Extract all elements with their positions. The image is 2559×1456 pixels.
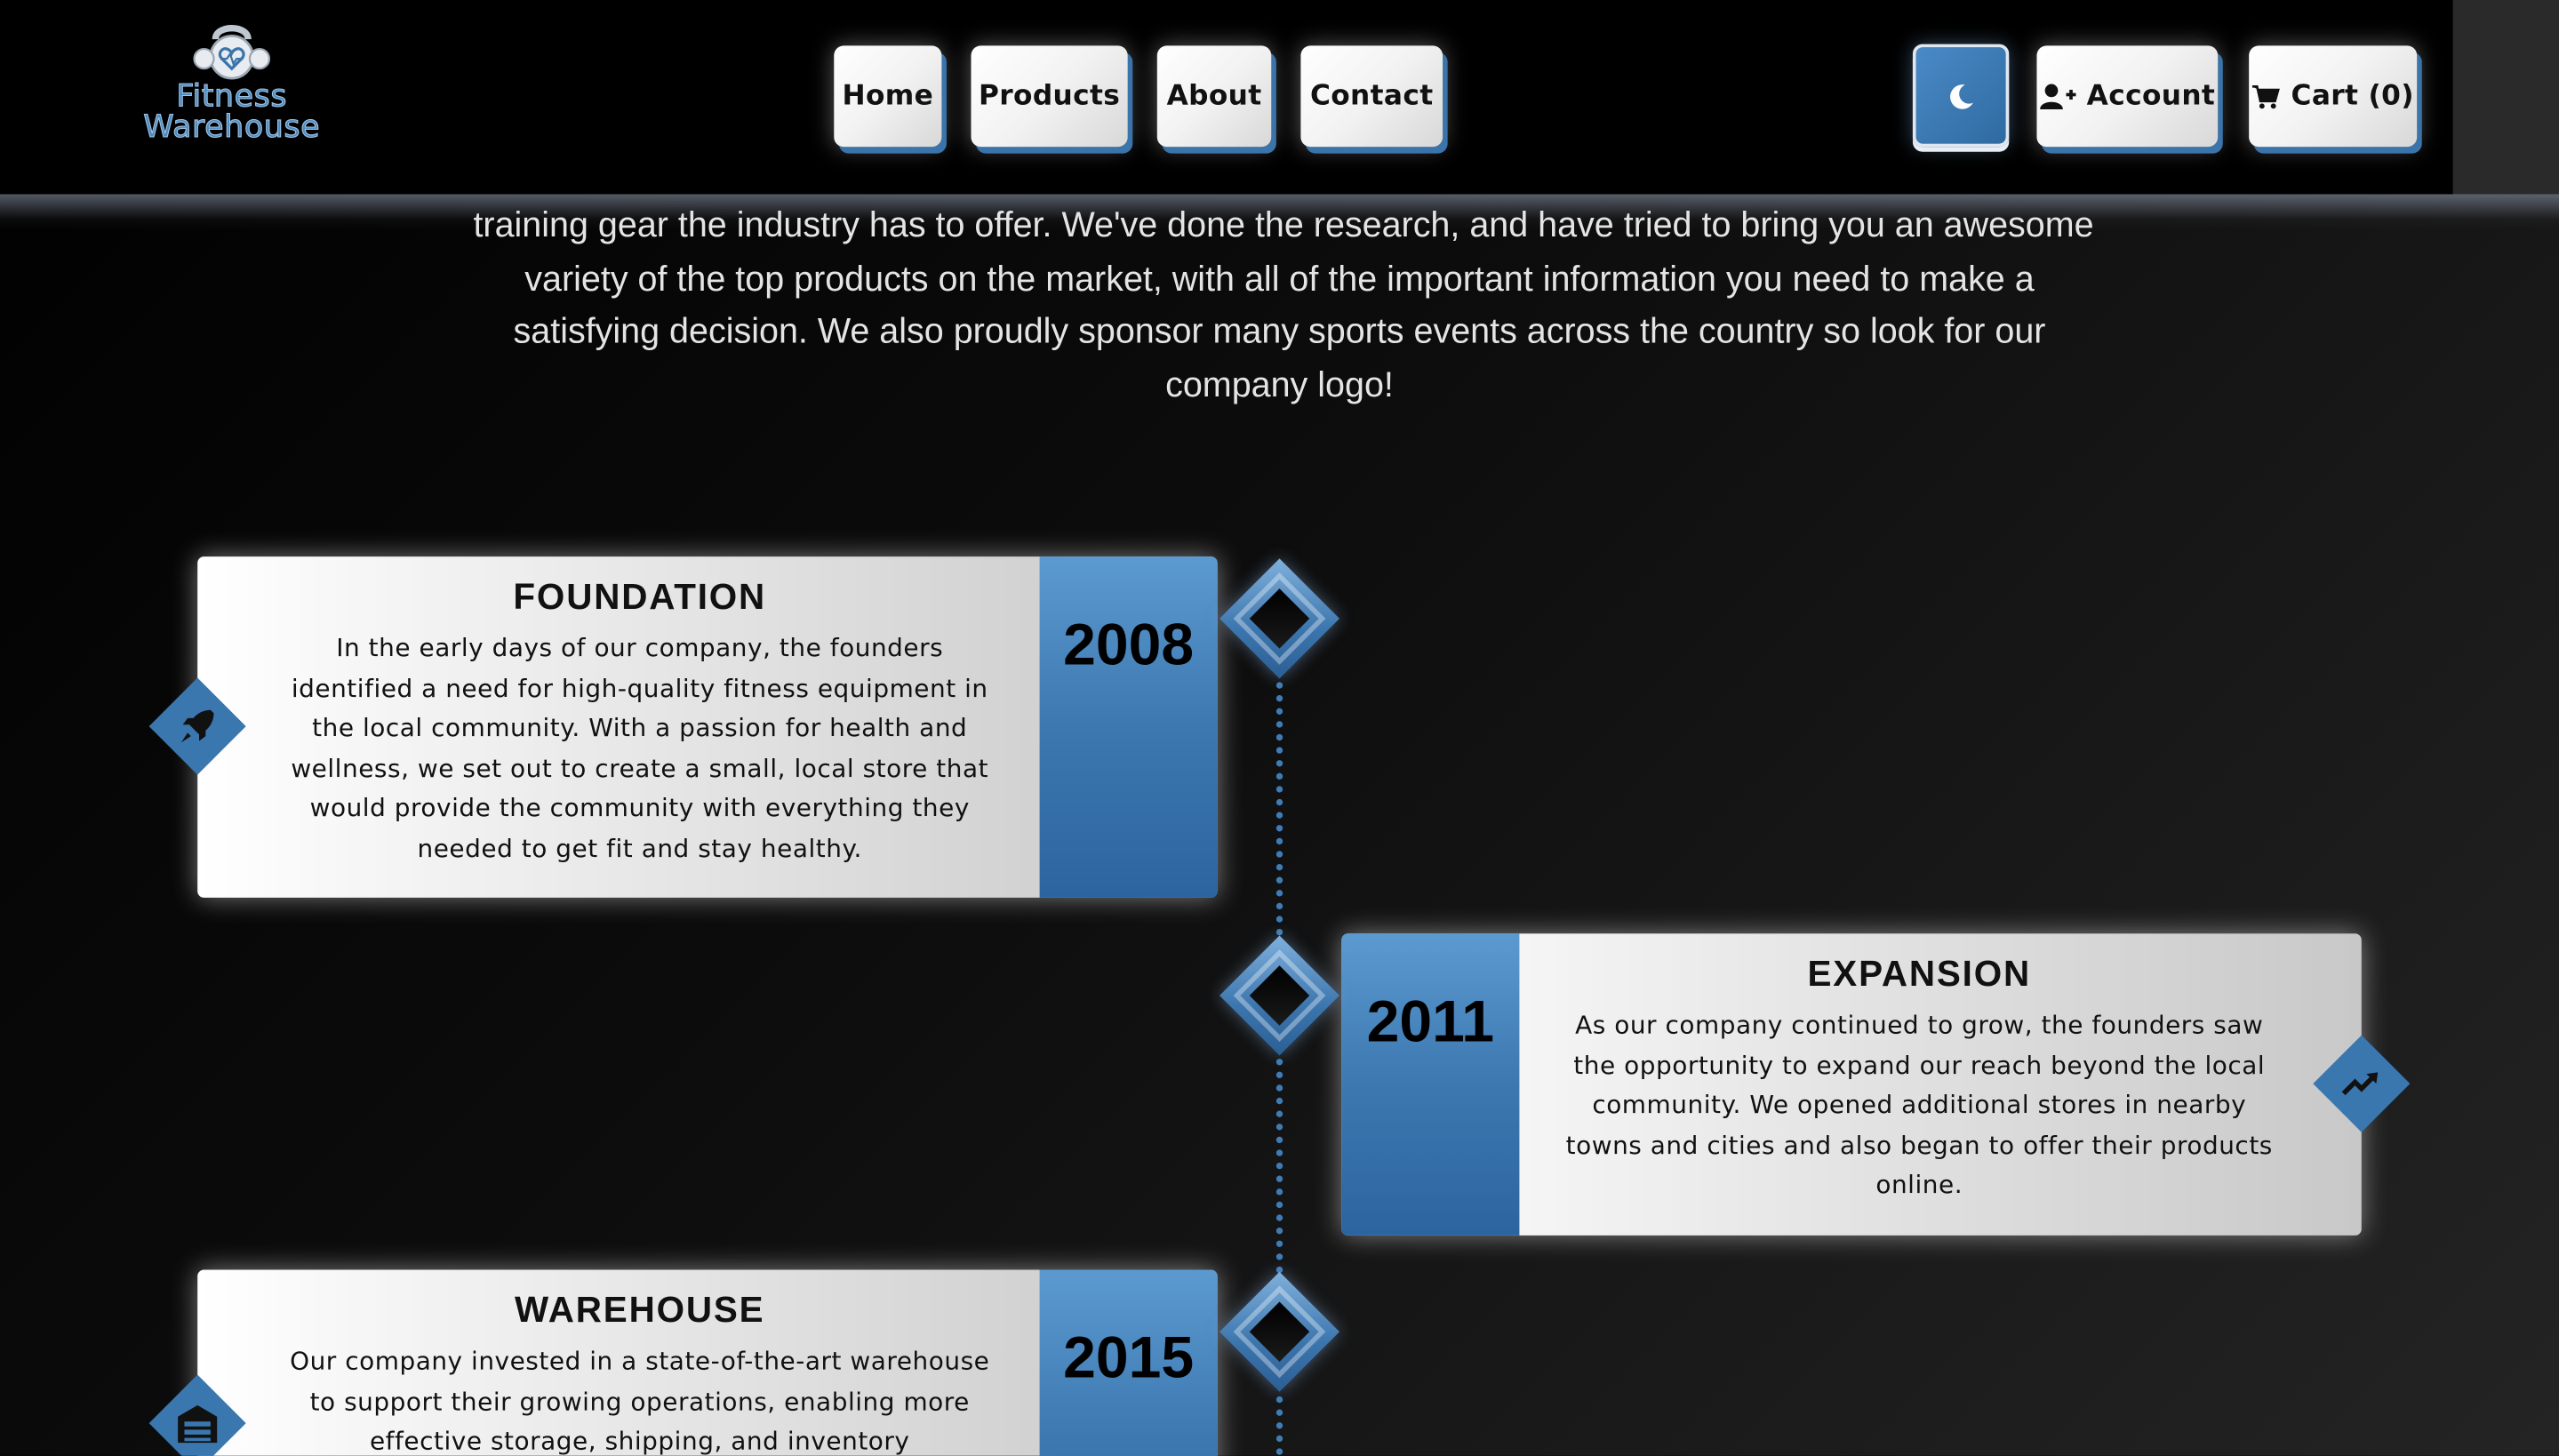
timeline-year: 2011 (1366, 987, 1495, 1055)
timeline-icon-badge (148, 677, 246, 775)
intro-line: variety of the top products on the marke… (524, 259, 2035, 299)
intro-line: training gear the industry has to offer.… (473, 205, 2094, 245)
timeline-node (1218, 933, 1342, 1058)
text-line: the local community. With a passion for … (312, 713, 968, 743)
site-header: Fitness Warehouse Home Products About Co… (0, 0, 2453, 195)
text-line: to support their growing operations, ena… (309, 1386, 970, 1416)
text-line: In the early days of our company, the fo… (336, 633, 944, 663)
nav-home-button[interactable]: Home (834, 45, 942, 148)
nav-contact-button[interactable]: Contact (1300, 45, 1443, 148)
scrollbar-gutter (2452, 0, 2559, 195)
timeline-card-title: EXPANSION (1807, 953, 2031, 995)
kettlebell-heart-icon (193, 25, 271, 80)
trend-up-icon (2341, 1072, 2379, 1096)
timeline-card-text: As our company continued to grow, the fo… (1540, 1005, 2298, 1205)
timeline-year: 2015 (1063, 1324, 1195, 1391)
cart-button[interactable]: Cart (0) (2249, 45, 2418, 148)
timeline-year-block: 2011 (1341, 933, 1520, 1236)
timeline-card-title: FOUNDATION (513, 576, 767, 618)
rocket-icon (180, 709, 214, 743)
warehouse-icon (178, 1404, 218, 1444)
moon-icon (1949, 84, 1972, 108)
timeline-card-text: In the early days of our company, the fo… (263, 628, 1017, 868)
logo-text-line-1: Fitness (176, 78, 288, 115)
text-line: towns and cities and also began to offer… (1565, 1130, 2273, 1160)
timeline-node (1218, 1269, 1342, 1394)
text-line: online. (1875, 1170, 1963, 1200)
text-line: community. We opened additional stores i… (1592, 1090, 2247, 1120)
timeline-card-warehouse: WAREHOUSE Our company invested in a stat… (197, 1269, 1218, 1456)
nav-products-button[interactable]: Products (971, 45, 1128, 148)
cart-icon (2251, 84, 2280, 108)
cart-label: Cart (0) (2291, 79, 2414, 113)
timeline-year-block: 2008 (1039, 556, 1218, 898)
text-line: identified a need for high-quality fitne… (291, 673, 988, 703)
text-line: would provide the community with everyth… (309, 793, 970, 823)
timeline-card-text: Our company invested in a state-of-the-a… (263, 1341, 1017, 1456)
logo-text-line-2: Warehouse (143, 109, 321, 146)
header-divider (0, 194, 2559, 230)
timeline-card-foundation: FOUNDATION In the early days of our comp… (197, 556, 1218, 898)
account-button[interactable]: Account (2036, 45, 2219, 148)
text-line: As our company continued to grow, the fo… (1575, 1010, 2264, 1040)
timeline-year-block: 2015 (1039, 1269, 1218, 1456)
about-intro-paragraph: training gear the industry has to offer.… (473, 199, 2094, 412)
text-line: needed to get fit and stay healthy. (417, 833, 862, 863)
timeline-card-title: WAREHOUSE (515, 1289, 765, 1331)
account-label: Account (2086, 79, 2216, 113)
nav-about-button[interactable]: About (1156, 45, 1272, 148)
timeline-icon-badge (148, 1374, 246, 1456)
intro-line: satisfying decision. We also proudly spo… (513, 312, 2046, 352)
timeline-line (1276, 668, 1283, 1456)
intro-line: company logo! (1165, 365, 1394, 405)
logo[interactable]: Fitness Warehouse (134, 20, 330, 166)
timeline-card-expansion: 2011 EXPANSION As our company continued … (1341, 933, 2362, 1236)
timeline-node (1218, 556, 1342, 681)
text-line: effective storage, shipping, and invento… (369, 1426, 910, 1456)
theme-toggle-button[interactable] (1912, 44, 2010, 148)
timeline-icon-badge (2313, 1035, 2411, 1132)
user-plus-icon (2039, 84, 2075, 110)
timeline-year: 2008 (1063, 610, 1195, 677)
text-line: the opportunity to expand our reach beyo… (1573, 1050, 2266, 1080)
text-line: Our company invested in a state-of-the-a… (290, 1346, 990, 1376)
text-line: wellness, we set out to create a small, … (291, 753, 989, 783)
